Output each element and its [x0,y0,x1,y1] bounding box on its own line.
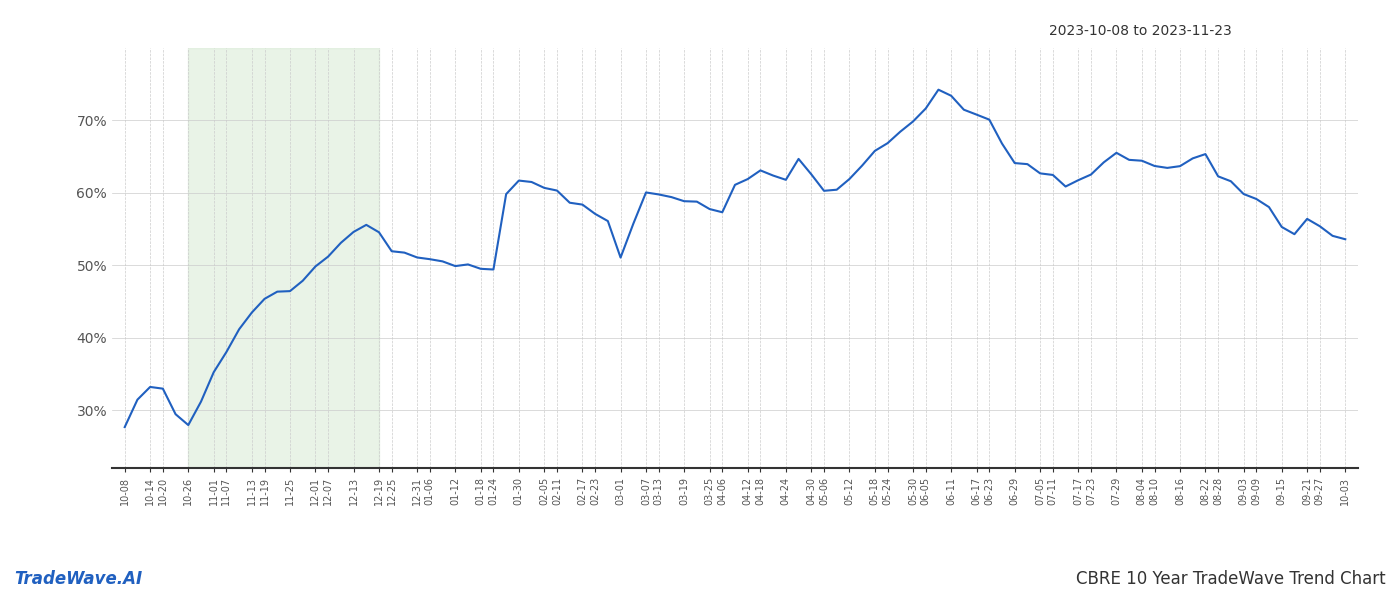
Text: CBRE 10 Year TradeWave Trend Chart: CBRE 10 Year TradeWave Trend Chart [1077,570,1386,588]
Bar [188,48,379,468]
Text: 2023-10-08 to 2023-11-23: 2023-10-08 to 2023-11-23 [1049,24,1232,38]
Text: TradeWave.AI: TradeWave.AI [14,570,143,588]
